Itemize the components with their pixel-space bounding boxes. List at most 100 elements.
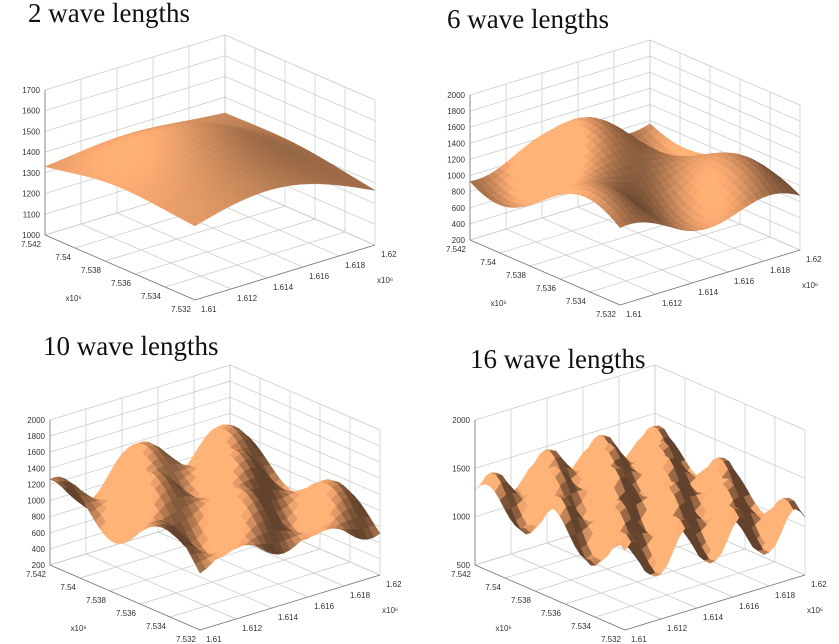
grid-line: [225, 35, 375, 100]
panel-title: 10 wave lengths: [43, 331, 218, 361]
panel: 6 wave lengths20040060080010001200140016…: [446, 4, 822, 319]
grid-line: [135, 219, 315, 274]
z-tick-label: 800: [32, 513, 46, 522]
z-tick-label: 1500: [22, 127, 40, 136]
z-tick-label: 1700: [22, 86, 40, 95]
grid-line: [511, 554, 661, 619]
x-tick-label: 1.616: [739, 602, 760, 611]
x-tick-label: 1.616: [734, 277, 755, 286]
y-tick-label: 7.532: [176, 635, 197, 644]
z-tick-label: 1000: [22, 231, 40, 240]
axis-edge: [475, 565, 625, 630]
y-tick-label: 7.534: [566, 297, 587, 306]
y-tick-label: 7.532: [601, 635, 622, 644]
z-tick-label: 1500: [452, 464, 470, 473]
z-tick-label: 1600: [22, 107, 40, 116]
x-tick-label: 1.62: [386, 580, 402, 589]
z-tick-label: 1800: [447, 107, 465, 116]
grid-line: [45, 35, 225, 90]
y-tick-label: 7.534: [141, 292, 162, 301]
y-tick-label: 7.538: [81, 266, 102, 275]
y-tick-label: 7.542: [446, 245, 467, 254]
panel-title: 6 wave lengths: [447, 4, 609, 34]
y-tick-label: 7.54: [480, 258, 496, 267]
z-tick-label: 800: [452, 188, 466, 197]
y-tick-label: 7.542: [451, 570, 472, 579]
x-tick-label: 1.62: [811, 580, 827, 589]
x-tick-label: 1.618: [345, 261, 366, 270]
z-tick-label: 2000: [452, 416, 470, 425]
y-tick-label: 7.536: [111, 279, 132, 288]
grid-line: [650, 40, 800, 105]
panel: 10 wave lengths 200 400 600 800 1000 1200 1400 1…: [26, 331, 402, 644]
x-tick-label: 1.61: [626, 310, 642, 319]
z-tick-label: 1400: [447, 139, 465, 148]
grid-line: [650, 56, 800, 121]
surface: [470, 117, 800, 230]
y-tick-label: 7.54: [60, 583, 76, 592]
z-tick-label: 1000: [27, 497, 45, 506]
grid-line: [140, 549, 320, 604]
grid-line: [470, 40, 650, 95]
z-tick-label: 1400: [27, 464, 45, 473]
grid-line: [542, 218, 692, 283]
axis-edge: [45, 235, 195, 300]
x-tick-label: 1.616: [314, 602, 335, 611]
y-tick-label: 7.532: [596, 310, 617, 319]
z-tick-label: 1800: [27, 432, 45, 441]
z-tick-label: 1200: [27, 480, 45, 489]
x-tick-label: 1.616: [309, 272, 330, 281]
x-exponent-label: x10⁶: [802, 281, 818, 290]
x-tick-label: 1.61: [201, 305, 217, 314]
y-tick-label: 7.542: [21, 240, 42, 249]
panel-title: 2 wave lengths: [28, 0, 190, 28]
grid-line: [560, 224, 740, 279]
grid-line: [86, 554, 236, 619]
x-tick-label: 1.614: [273, 283, 294, 292]
x-tick-label: 1.614: [278, 613, 299, 622]
grid-line: [230, 365, 380, 430]
figure: 2 wave lengths10001100120013001400150016…: [0, 0, 839, 644]
z-tick-label: 400: [32, 545, 46, 554]
y-tick-label: 7.54: [485, 583, 501, 592]
z-tick-label: 600: [32, 529, 46, 538]
x-exponent-label: x10⁶: [382, 606, 398, 615]
grid-line: [45, 56, 225, 111]
x-tick-label: 1.612: [237, 294, 258, 303]
x-tick-label: 1.612: [242, 624, 263, 633]
grid-line: [470, 72, 650, 127]
z-tick-label: 500: [457, 561, 471, 570]
y-tick-label: 7.54: [55, 253, 71, 262]
z-tick-label: 200: [32, 561, 46, 570]
z-tick-label: 1600: [447, 123, 465, 132]
y-tick-label: 7.536: [116, 609, 137, 618]
z-tick-label: 1000: [452, 513, 470, 522]
z-tick-label: 2000: [27, 416, 45, 425]
y-exponent-label: x10⁶: [71, 624, 87, 633]
grid-line: [81, 224, 231, 289]
y-tick-label: 7.534: [571, 622, 592, 631]
y-tick-label: 7.532: [171, 305, 192, 314]
surface: [45, 113, 375, 226]
y-exponent-label: x10⁶: [496, 624, 512, 633]
z-tick-label: 600: [452, 204, 466, 213]
grid-line: [547, 543, 697, 608]
x-tick-label: 1.62: [381, 250, 397, 259]
x-tick-label: 1.618: [775, 591, 796, 600]
z-tick-label: 2000: [447, 91, 465, 100]
x-exponent-label: x10⁶: [377, 276, 393, 285]
grid-line: [50, 381, 230, 436]
x-tick-label: 1.614: [703, 613, 724, 622]
x-tick-label: 1.612: [667, 624, 688, 633]
z-tick-label: 1200: [22, 190, 40, 199]
axis-edge: [50, 565, 200, 630]
y-tick-label: 7.538: [511, 596, 532, 605]
y-exponent-label: x10⁶: [66, 294, 82, 303]
x-tick-label: 1.62: [806, 255, 822, 264]
y-tick-label: 7.534: [146, 622, 167, 631]
x-tick-label: 1.61: [206, 635, 222, 644]
z-tick-label: 200: [452, 236, 466, 245]
z-tick-label: 1200: [447, 155, 465, 164]
x-exponent-label: x10⁶: [807, 606, 823, 615]
grid-line: [470, 56, 650, 111]
